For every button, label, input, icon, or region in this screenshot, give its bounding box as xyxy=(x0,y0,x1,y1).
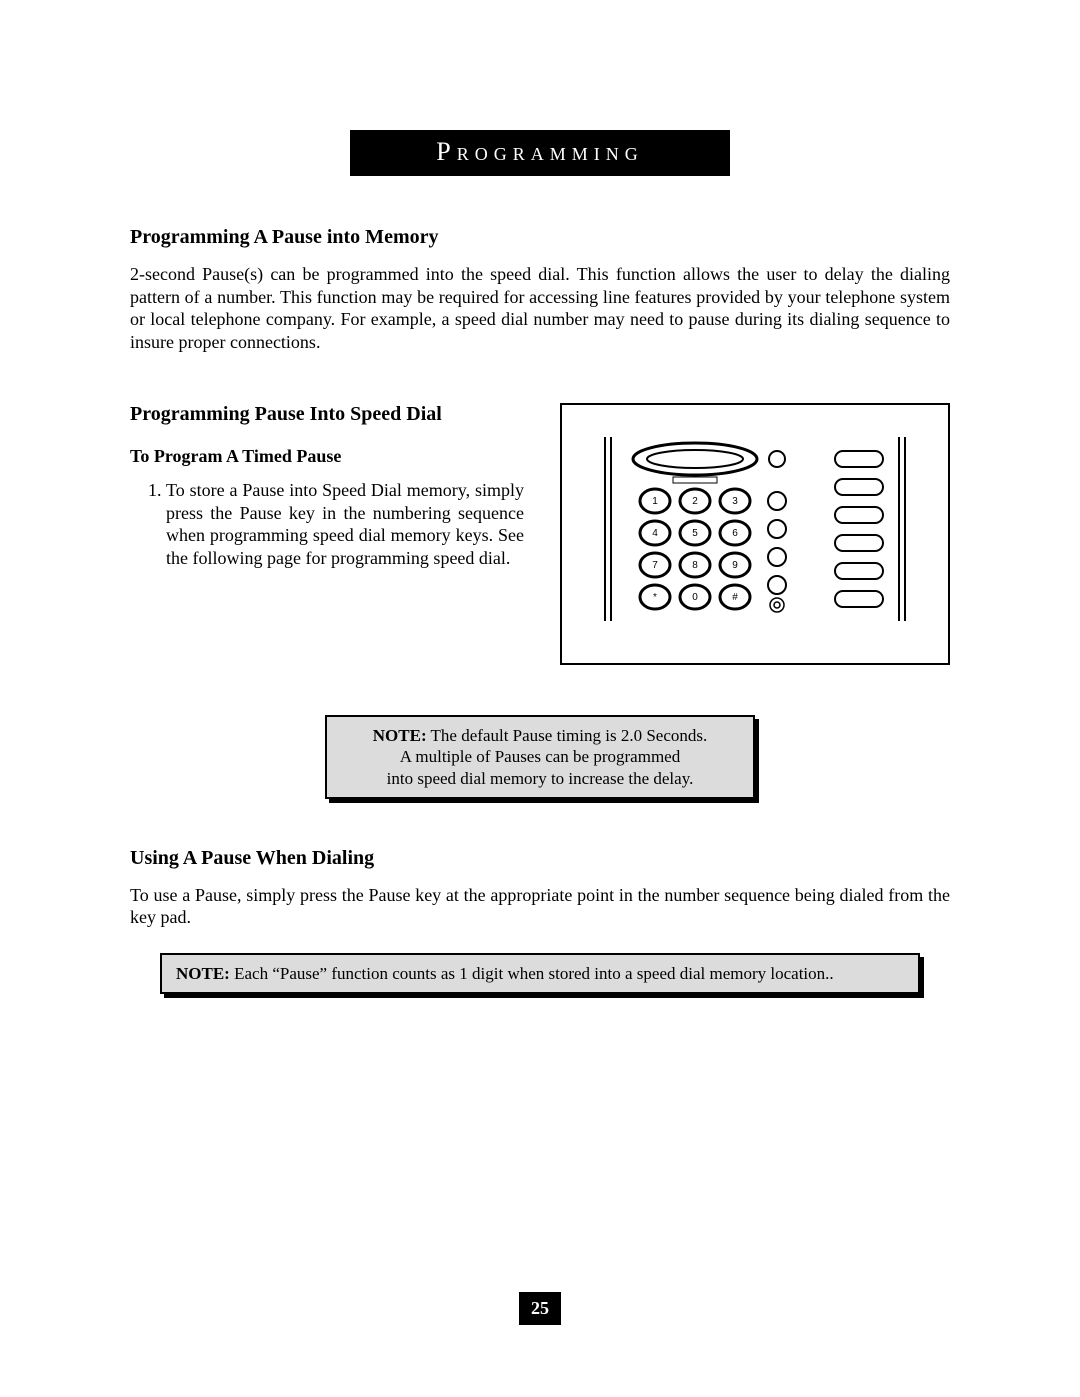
note-line: A multiple of Pauses can be programmed xyxy=(347,746,733,767)
speed-dial-steps-list: To store a Pause into Speed Dial memory,… xyxy=(130,479,524,569)
svg-text:7: 7 xyxy=(652,560,658,571)
subheading-timed-pause: To Program A Timed Pause xyxy=(130,446,524,467)
svg-text:*: * xyxy=(653,592,657,603)
speed-dial-text-column: Programming Pause Into Speed Dial To Pro… xyxy=(130,403,524,665)
page-number: 25 xyxy=(519,1292,561,1325)
note-line: NOTE: The default Pause timing is 2.0 Se… xyxy=(347,725,733,746)
heading-using-pause: Using A Pause When Dialing xyxy=(130,847,950,870)
note-text: Each “Pause” function counts as 1 digit … xyxy=(230,964,834,983)
svg-text:#: # xyxy=(732,592,738,603)
svg-text:2: 2 xyxy=(692,496,698,507)
svg-text:1: 1 xyxy=(652,496,658,507)
svg-text:8: 8 xyxy=(692,560,698,571)
svg-text:4: 4 xyxy=(652,528,658,539)
keypad-figure: 1 2 3 4 5 6 7 8 9 * 0 # xyxy=(560,403,950,665)
heading-pause-memory: Programming A Pause into Memory xyxy=(130,226,950,249)
note-label: NOTE: xyxy=(373,726,427,745)
list-item: To store a Pause into Speed Dial memory,… xyxy=(166,479,524,569)
svg-text:3: 3 xyxy=(732,496,738,507)
section-using-pause-dialing: Using A Pause When Dialing To use a Paus… xyxy=(130,847,950,929)
svg-text:9: 9 xyxy=(732,560,738,571)
note-label: NOTE: xyxy=(176,964,230,983)
heading-speed-dial: Programming Pause Into Speed Dial xyxy=(130,403,524,426)
speed-dial-figure-column: 1 2 3 4 5 6 7 8 9 * 0 # xyxy=(560,403,950,665)
paragraph-pause-memory: 2-second Pause(s) can be programmed into… xyxy=(130,263,950,353)
header-banner: Programming xyxy=(350,130,730,176)
phone-keypad-icon: 1 2 3 4 5 6 7 8 9 * 0 # xyxy=(595,429,915,629)
note-line: into speed dial memory to increase the d… xyxy=(347,768,733,789)
svg-text:6: 6 xyxy=(732,528,738,539)
note-default-pause-timing: NOTE: The default Pause timing is 2.0 Se… xyxy=(325,715,755,799)
paragraph-using-pause: To use a Pause, simply press the Pause k… xyxy=(130,884,950,929)
note-text: The default Pause timing is 2.0 Seconds. xyxy=(427,726,708,745)
section-programming-speed-dial: Programming Pause Into Speed Dial To Pro… xyxy=(130,403,950,665)
page-root: Programming Programming A Pause into Mem… xyxy=(0,0,1080,1397)
note-pause-counts-digit: NOTE: Each “Pause” function counts as 1 … xyxy=(160,953,920,994)
section-programming-pause-memory: Programming A Pause into Memory 2-second… xyxy=(130,226,950,353)
svg-text:0: 0 xyxy=(692,592,698,603)
svg-text:5: 5 xyxy=(692,528,698,539)
